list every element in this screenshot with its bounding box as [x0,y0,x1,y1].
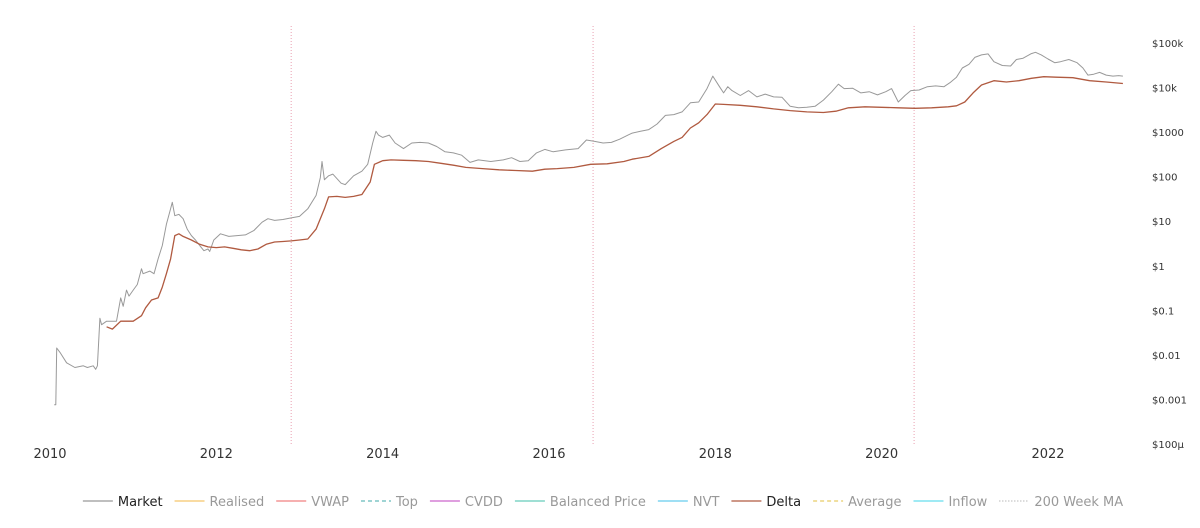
legend-label: CVDD [465,495,503,510]
legend-label: NVT [693,495,720,510]
legend-item: Inflow [913,495,988,510]
legend-item: Realised [174,495,265,510]
legend-label: Balanced Price [550,495,646,510]
x-axis-ticks: 2010 2012 2014 2016 2018 2020 2022 [33,447,1064,462]
x-tick-label: 2022 [1031,447,1064,462]
y-tick-label: $100 [1152,173,1177,184]
halving-lines [290,26,915,446]
y-tick-label: $0.01 [1152,351,1181,362]
x-tick-label: 2012 [200,447,233,462]
legend-label: 200 Week MA [1034,495,1123,510]
x-tick-label: 2010 [33,447,66,462]
legend-item: Delta [731,495,801,510]
series-line-market [54,51,1123,406]
x-tick-label: 2018 [699,447,732,462]
legend-item: Market [82,495,163,510]
legend-item: CVDD [429,495,503,510]
legend-item: Balanced Price [514,495,646,510]
legend-label: Average [848,495,901,510]
legend-item: 200 Week MA [999,495,1123,510]
legend-item: VWAP [276,495,349,510]
y-tick-label: $1 [1152,262,1165,273]
x-tick-label: 2016 [532,447,565,462]
legend-label: VWAP [311,495,349,510]
legend-label: Inflow [948,495,987,510]
series-line-delta [106,76,1123,330]
y-tick-label: $100µ [1152,440,1184,451]
x-tick-label: 2020 [865,447,898,462]
legend: Market Realised VWAP Top CVDD Balanced Price N… [82,495,1123,510]
series-lines [54,51,1123,406]
legend-item: Top [360,495,418,510]
y-tick-label: $10 [1152,217,1171,228]
legend-label: Top [395,495,418,510]
y-axis-ticks: $100k $10k $1000 $100 $10 $1 $0.1 $0.01 $0.001 $1… [1152,39,1187,451]
legend-label: Market [118,495,163,510]
legend-label: Delta [766,495,801,510]
y-tick-label: $1000 [1152,128,1184,139]
legend-item: NVT [657,495,720,510]
x-tick-label: 2014 [366,447,399,462]
y-tick-label: $0.001 [1152,395,1187,406]
y-tick-label: $0.1 [1152,306,1174,317]
legend-item: Average [813,495,901,510]
y-tick-label: $10k [1152,84,1177,95]
y-tick-label: $100k [1152,39,1183,50]
legend-label: Realised [210,495,265,510]
